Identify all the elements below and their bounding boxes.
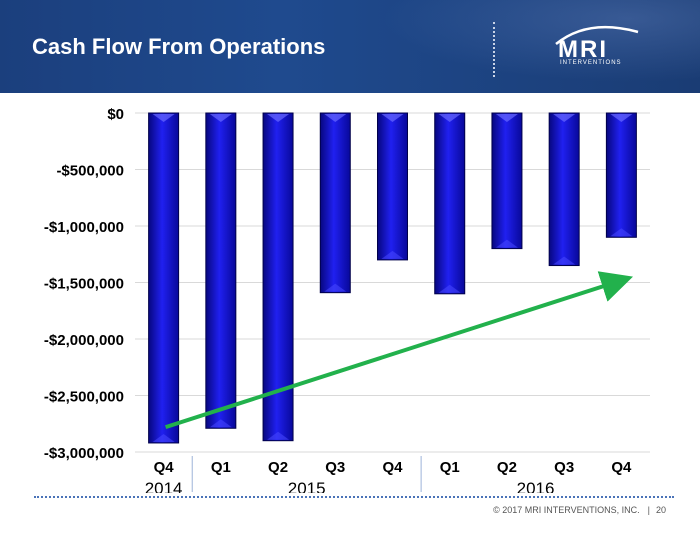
bar-q2-6 — [491, 112, 523, 250]
y-tick-label: -$2,000,000 — [44, 332, 124, 349]
bar-top-bevel — [610, 114, 633, 122]
bar-bottom-bevel — [610, 228, 633, 237]
slide-header: Cash Flow From Operations MRI INTERVENTI… — [0, 0, 700, 93]
year-group-label: 2016 — [517, 479, 555, 493]
cash-flow-chart: $0 -$500,000 -$1,000,000 -$1,500,000 -$2,000… — [44, 106, 650, 493]
footer-copyright: © 2017 MRI INTERVENTIONS, INC. — [493, 505, 640, 515]
bar-top-bevel — [553, 114, 576, 122]
y-tick-label: -$3,000,000 — [44, 445, 124, 462]
x-tick-label: Q1 — [211, 459, 231, 476]
trend-arrow — [164, 271, 634, 430]
company-logo: MRI INTERVENTIONS — [548, 24, 648, 70]
bar-bottom-bevel — [152, 433, 175, 442]
bar-top-bevel — [438, 114, 461, 122]
x-tick-label: Q3 — [325, 459, 345, 476]
x-tick-label: Q4 — [382, 459, 403, 476]
bar-bottom-bevel — [209, 419, 232, 428]
bar-bottom-bevel — [381, 250, 404, 259]
y-tick-label: -$1,000,000 — [44, 219, 124, 236]
page-number: 20 — [655, 505, 666, 515]
year-group-label: 2015 — [288, 479, 326, 493]
x-tick-label: Q4 — [154, 459, 175, 476]
x-tick-label: Q3 — [554, 459, 574, 476]
y-tick-label: -$500,000 — [56, 163, 124, 180]
bar-bottom-bevel — [324, 283, 347, 292]
bar-q4-4 — [377, 112, 408, 261]
bar-q3-7 — [548, 112, 580, 267]
x-tick-label: Q2 — [268, 459, 288, 476]
x-tick-label: Q1 — [440, 459, 460, 476]
bar-q4-8 — [605, 112, 637, 238]
bar-q4-0 — [148, 112, 180, 444]
bar-top-bevel — [267, 114, 290, 122]
slide-footer: © 2017 MRI INTERVENTIONS, INC. | 20 — [493, 505, 666, 515]
bar-top-bevel — [209, 114, 232, 122]
logo-arc-icon — [555, 25, 639, 45]
footer-dotted-line — [34, 496, 674, 498]
y-tick-label: -$1,500,000 — [44, 276, 124, 293]
x-tick-label: Q2 — [497, 459, 517, 476]
bar-q3-3 — [319, 112, 351, 294]
y-tick-label: $0 — [107, 106, 124, 123]
header-dotted-divider — [493, 22, 495, 77]
bar-bottom-bevel — [553, 256, 576, 265]
bar-top-bevel — [324, 114, 347, 122]
bar-q1-1 — [205, 112, 237, 429]
x-tick-label: Q4 — [611, 459, 632, 476]
slide-title: Cash Flow From Operations — [32, 34, 326, 59]
bar-top-bevel — [152, 114, 175, 122]
bar-q1-5 — [434, 112, 466, 295]
bar-top-bevel — [381, 114, 404, 122]
y-tick-label: -$2,500,000 — [44, 389, 124, 406]
bar-bottom-bevel — [267, 431, 290, 440]
header-shine — [340, 0, 700, 93]
logo-text: MRI — [558, 36, 608, 63]
footer-separator: | — [647, 505, 650, 515]
bar-top-bevel — [495, 114, 518, 122]
bar-bottom-bevel — [495, 239, 518, 248]
year-group-label: 2014 — [145, 479, 183, 493]
bar-bottom-bevel — [438, 284, 461, 293]
logo-subtext: INTERVENTIONS — [560, 60, 622, 66]
